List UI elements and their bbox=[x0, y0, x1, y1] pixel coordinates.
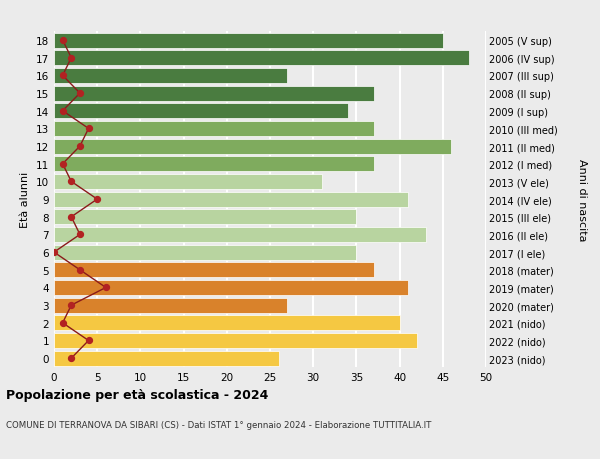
Text: Popolazione per età scolastica - 2024: Popolazione per età scolastica - 2024 bbox=[6, 388, 268, 401]
Bar bbox=[54, 139, 451, 154]
Point bbox=[67, 213, 76, 221]
Bar bbox=[54, 210, 356, 225]
Bar bbox=[54, 157, 374, 172]
Bar bbox=[54, 316, 400, 330]
Bar bbox=[54, 104, 348, 119]
Bar bbox=[54, 86, 374, 101]
Point bbox=[75, 231, 85, 239]
Bar bbox=[54, 51, 469, 66]
Y-axis label: Età alunni: Età alunni bbox=[20, 172, 31, 228]
Point bbox=[92, 196, 102, 203]
Point bbox=[58, 108, 67, 115]
Bar bbox=[54, 192, 408, 207]
Point bbox=[84, 337, 94, 344]
Point bbox=[58, 37, 67, 45]
Bar bbox=[54, 280, 408, 295]
Bar bbox=[54, 245, 356, 260]
Bar bbox=[54, 263, 374, 278]
Bar bbox=[54, 69, 287, 84]
Bar bbox=[54, 122, 374, 137]
Bar bbox=[54, 228, 425, 242]
Bar bbox=[54, 174, 322, 190]
Point bbox=[67, 55, 76, 62]
Point bbox=[49, 249, 59, 256]
Point bbox=[75, 143, 85, 151]
Text: COMUNE DI TERRANOVA DA SIBARI (CS) - Dati ISTAT 1° gennaio 2024 - Elaborazione T: COMUNE DI TERRANOVA DA SIBARI (CS) - Dat… bbox=[6, 420, 431, 429]
Bar bbox=[54, 298, 287, 313]
Point bbox=[67, 179, 76, 186]
Bar bbox=[54, 34, 443, 49]
Point bbox=[84, 125, 94, 133]
Bar bbox=[54, 351, 278, 366]
Point bbox=[67, 355, 76, 362]
Point bbox=[58, 319, 67, 327]
Point bbox=[67, 302, 76, 309]
Y-axis label: Anni di nascita: Anni di nascita bbox=[577, 158, 587, 241]
Point bbox=[75, 267, 85, 274]
Point bbox=[75, 90, 85, 97]
Point bbox=[58, 73, 67, 80]
Point bbox=[58, 161, 67, 168]
Point bbox=[101, 284, 110, 291]
Bar bbox=[54, 333, 417, 348]
